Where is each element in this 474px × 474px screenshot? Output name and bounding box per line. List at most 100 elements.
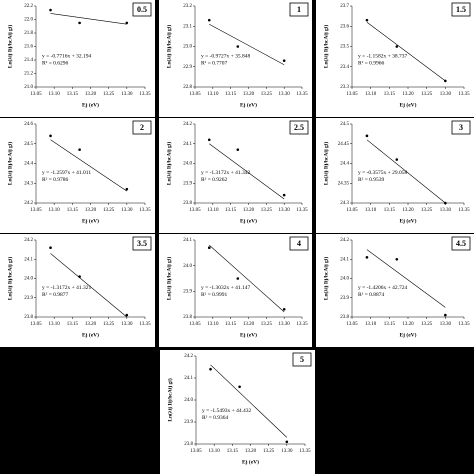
data-point [282,59,286,62]
data-point [209,367,212,371]
x-tick-label: 13.20 [243,92,255,97]
panel-background [0,118,155,233]
x-tick-label: 13.15 [384,322,396,327]
y-tick-label: 23.4 [340,65,349,70]
x-tick-label: 13.25 [103,208,115,213]
x-tick-label: 13.15 [384,208,396,213]
panel-label: 0.5 [137,5,147,14]
trend-line [209,23,285,65]
x-tick-label: 13.35 [296,92,308,97]
y-axis-label: Ln(λij Iij/hcAij gi) [165,257,172,301]
y-tick-label: 24.35 [338,181,350,186]
panel-label-box [292,352,312,367]
x-tick-label: 13.20 [402,92,414,97]
y-tick-label: 24.5 [24,142,33,147]
x-tick-label: 13.05 [30,208,42,213]
panel: 24.3 24.35 24.4 24.45 24.5 13.05 13.10 13.15 13.… [316,118,474,233]
panel: 23.3 23.4 23.5 23.6 23.7 13.05 13.10 13.15 13.20… [316,0,474,117]
x-tick-label: 13.30 [281,449,293,454]
panel: 23.8 23.9 24.0 24.1 13.05 13.10 13.15 13.20 13.2… [159,234,312,347]
panel-background [160,350,315,474]
x-tick-label: 13.10 [49,92,61,97]
x-axis-label: Ej (eV) [240,331,257,338]
r-squared: R² = 0.8874 [358,292,385,298]
x-tick-label: 13.15 [225,322,237,327]
x-axis-label: Ej (eV) [400,101,417,108]
x-tick-label: 13.35 [139,322,151,327]
y-tick-label: 24.2 [24,201,33,206]
x-tick-label: 13.05 [30,322,42,327]
y-tick-label: 22.2 [24,4,33,9]
x-tick-label: 13.30 [121,322,133,327]
y-tick-label: 24.0 [183,264,192,269]
y-axis-label: Ln(λij Iij/hcAij gi) [322,142,329,186]
trend-line [366,249,446,308]
equation: y = -0.9727x + 35.848 [201,53,251,59]
y-tick-label: 23.9 [183,289,192,294]
x-tick-label: 13.25 [263,449,275,454]
equation: y = -0.3575x + 29.058 [358,170,408,176]
y-tick-label: 24.1 [183,238,192,243]
x-tick-label: 13.35 [458,92,470,97]
r-squared: R² = 0.9991 [201,292,228,298]
x-tick-label: 13.05 [346,322,358,327]
x-tick-label: 13.35 [458,208,470,213]
data-point [236,148,240,151]
data-point [207,246,211,249]
panel-background [316,118,474,233]
x-tick-label: 13.25 [103,92,115,97]
x-tick-label: 13.25 [421,208,433,213]
panel-background [159,234,312,347]
x-tick-label: 13.15 [67,208,79,213]
x-tick-label: 13.35 [458,322,470,327]
y-axis-label: Ln(λij Iij/hcAij gi) [6,142,13,186]
y-tick-label: 22.8 [183,85,192,90]
y-tick-label: 21.8 [24,31,33,36]
y-tick-label: 24.2 [183,122,192,127]
y-tick-label: 24.1 [24,257,33,262]
data-point [238,385,241,389]
y-tick-label: 24.3 [340,201,349,206]
x-tick-label: 13.05 [346,92,358,97]
x-tick-label: 13.20 [85,208,97,213]
y-tick-label: 22.9 [183,65,192,70]
x-axis-label: Ej (eV) [400,217,417,224]
r-squared: R² = 0.6296 [42,60,69,66]
panel-label: 1 [297,5,301,14]
x-tick-label: 13.35 [139,92,151,97]
y-tick-label: 23.3 [340,85,349,90]
x-tick-label: 13.05 [30,92,42,97]
y-tick-label: 24.0 [340,277,349,282]
trend-line [366,21,446,82]
x-tick-label: 13.30 [440,208,452,213]
y-tick-label: 23.8 [340,315,349,320]
x-axis-label: Ej (eV) [242,458,259,465]
panel-label: 3 [459,123,463,132]
data-point [49,134,52,138]
x-tick-label: 13.10 [207,92,219,97]
y-tick-label: 24.45 [338,142,350,147]
panel-label-box [132,236,152,251]
x-tick-label: 13.20 [85,322,97,327]
data-point [365,134,369,138]
x-tick-label: 13.25 [421,92,433,97]
x-axis-label: Ej (eV) [82,101,99,108]
y-tick-label: 22.0 [24,18,33,23]
x-tick-label: 13.10 [365,92,377,97]
equation: y = -1.3172x + 41.342 [201,170,251,176]
data-point [125,313,129,317]
panel-label: 2 [140,123,144,132]
data-point [207,18,211,22]
y-tick-label: 23.6 [340,24,349,29]
panel-label: 4.5 [456,239,466,248]
r-squared: R² = 0.9262 [201,177,228,183]
panel: 23.8 23.9 24.0 24.1 24.2 13.05 13.10 13.15 13.20… [316,234,474,347]
trend-line [50,13,127,25]
x-tick-label: 13.30 [121,208,133,213]
y-tick-label: 23.9 [183,181,192,186]
panel: 21.0 21.2 21.4 21.6 21.8 22.0 22.2 13.05 13.10 13… [0,0,155,117]
y-tick-label: 21.2 [24,72,33,77]
y-tick-label: 24.4 [24,162,33,167]
y-tick-label: 24.1 [184,376,193,381]
equation: y = -0.7716x + 32.194 [42,53,92,59]
